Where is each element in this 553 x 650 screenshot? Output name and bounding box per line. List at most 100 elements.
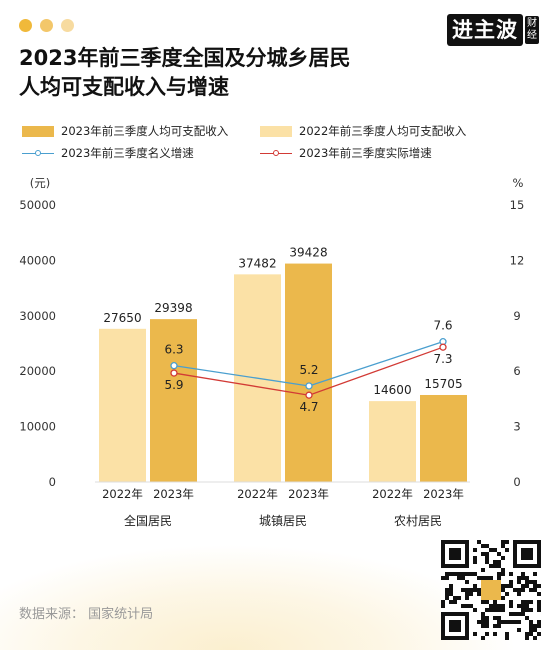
qr-module [461,588,465,592]
line-value-label: 6.3 [164,343,183,357]
bar-2023-2 [420,394,467,482]
qr-module [497,572,501,576]
line-point [305,382,313,390]
qr-module [525,600,529,604]
qr-module [485,600,489,604]
qr-module [493,560,497,564]
qr-module [521,612,525,616]
qr-module [537,584,541,588]
qr-module [525,604,529,608]
qr-module [529,600,533,604]
qr-module [465,604,469,608]
qr-module [533,588,537,592]
qr-module [465,596,469,600]
qr-module [481,544,485,548]
qr-module [445,592,449,596]
window-dot-1 [19,19,32,32]
qr-module [513,612,517,616]
qr-module [489,608,493,612]
legend-label-real: 2023年前三季度实际增速 [299,146,432,160]
qr-module [465,592,469,596]
qr-module [481,568,485,572]
qr-module [501,584,505,588]
y-left-unit: (元) [30,176,50,190]
qr-module [525,616,529,620]
group-label: 全国居民 [124,513,172,528]
legend-swatch-2022 [260,125,292,137]
qr-module [485,576,489,580]
qr-module [505,584,509,588]
line-point [305,391,313,399]
qr-module [517,628,521,632]
qr-module [485,616,489,620]
qr-module [445,596,449,600]
qr-module [521,584,525,588]
title-line-1: 2023年前三季度全国及分城乡居民 [19,46,351,70]
y-left-tick-label: 50000 [19,198,56,212]
legend-item-bar-2023: 2023年前三季度人均可支配收入 [22,122,228,140]
qr-module [525,580,529,584]
qr-module [477,588,481,592]
qr-module [445,576,449,580]
bar-2023-0 [150,319,197,482]
bar-category-label: 2023年 [153,487,194,501]
qr-module [481,636,485,640]
bar-value-label: 15705 [424,377,462,391]
window-dots [19,19,74,32]
qr-module [485,620,489,624]
qr-module [521,576,525,580]
qr-module [445,588,449,592]
qr-module [453,596,457,600]
qr-module [509,580,513,584]
qr-module [537,624,541,628]
legend-item-nominal: 2023年前三季度名义增速 [22,144,194,162]
qr-module [525,584,529,588]
legend-item-bar-2022: 2022年前三季度人均可支配收入 [260,122,466,140]
qr-module [497,620,501,624]
qr-module [493,564,497,568]
qr-module [517,620,521,624]
qr-module [481,624,485,628]
legend-label-2023: 2023年前三季度人均可支配收入 [61,124,229,138]
qr-module [521,600,525,604]
qr-module [485,544,489,548]
qr-module [481,600,485,604]
line-value-label: 4.7 [299,400,318,414]
qr-module [473,556,477,560]
legend-line-nominal [22,148,54,159]
qr-module [517,576,521,580]
qr-module [453,572,457,576]
line-value-label: 7.3 [433,352,452,366]
qr-module [501,540,505,544]
y-left-tick-label: 0 [49,475,56,489]
qr-module [469,588,473,592]
y-left-tick-label: 10000 [19,420,56,434]
qr-module [517,592,521,596]
qr-module [521,604,525,608]
qr-module [481,552,485,556]
qr-module [501,604,505,608]
bar-value-label: 37482 [238,256,276,270]
qr-module [529,588,533,592]
qr-module [493,604,497,608]
qr-module [501,544,505,548]
qr-module [461,604,465,608]
legend-swatch-2023 [22,125,54,137]
bar-category-label: 2022年 [102,487,143,501]
qr-module [477,540,481,544]
legend-label-2022: 2022年前三季度人均可支配收入 [299,124,467,138]
qr-module [537,620,541,624]
qr-module [485,608,489,612]
qr-module [501,608,505,612]
qr-module [469,572,473,576]
qr-module [529,632,533,636]
qr-module [457,572,461,576]
qr-module [505,636,509,640]
qr-module [473,608,477,612]
y-right-unit: % [513,176,524,190]
qr-module [501,572,505,576]
qr-module [501,568,505,572]
qr-module [465,588,469,592]
qr-module [501,596,505,600]
